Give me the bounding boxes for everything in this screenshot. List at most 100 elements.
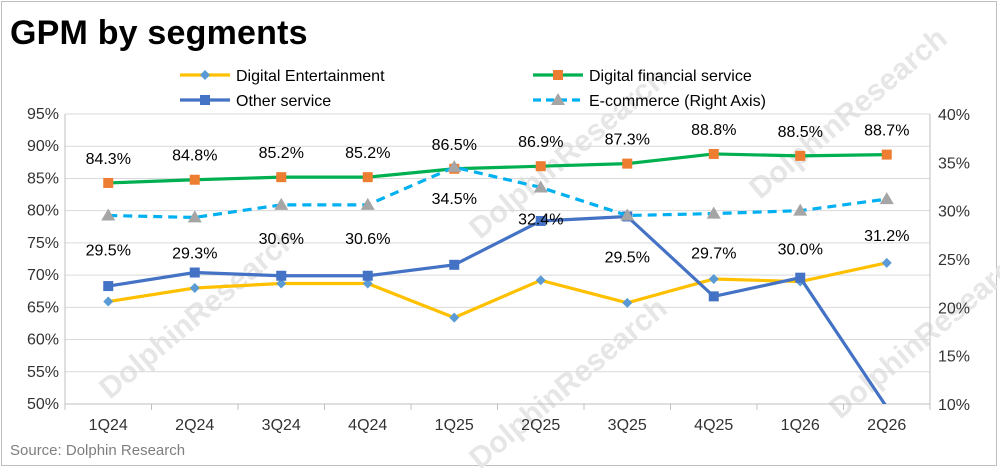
legend-label: E-commerce (Right Axis) [589,93,766,110]
data-point [535,275,546,286]
data-point [708,291,719,302]
data-label: 85.2% [259,145,304,162]
data-point [533,180,548,193]
x-tick-label: 1Q24 [89,417,128,434]
left-tick-label: 60% [27,332,59,349]
data-label: 29.5% [605,250,650,267]
data-point [360,197,375,210]
x-tick-label: 4Q25 [694,417,733,434]
legend-label: Digital Entertainment [236,68,385,85]
right-tick-label: 35% [938,155,970,172]
x-tick-label: 1Q26 [781,417,820,434]
right-tick-label: 15% [938,349,970,366]
data-point [620,208,635,221]
left-tick-label: 90% [27,138,59,155]
data-labels: 84.3% 84.8% 85.2% 85.2% 86.5% 86.9% 87.3% 88.8%… [86,122,910,267]
right-tick-label: 25% [938,252,970,269]
data-label: 30.6% [259,231,304,248]
data-point [187,210,202,223]
right-tick-label: 10% [938,397,970,414]
legend-label: Other service [236,93,331,110]
series-line [108,214,887,404]
data-point [622,297,633,308]
series-e-commerce-right-axis [101,160,894,223]
data-point [535,161,546,172]
data-label: 85.2% [345,145,390,162]
x-axis: 1Q24 2Q24 3Q24 4Q24 1Q25 2Q25 3Q25 4Q25 1Q26 2Q26 [64,403,931,434]
data-label: 84.3% [86,151,131,168]
data-label: 88.5% [778,124,823,141]
left-tick-label: 80% [27,203,59,220]
data-point [276,278,287,289]
data-point [362,172,373,183]
chart-title: GPM by segments [10,14,308,52]
series-line [108,152,887,185]
data-label: 34.5% [432,191,477,208]
legend-swatch-marker [200,95,210,105]
watermark-text: DolphinResearch [463,291,673,469]
data-point [101,208,116,221]
data-point [881,149,892,160]
left-tick-label: 50% [27,396,59,413]
right-tick-label: 20% [938,300,970,317]
data-point [879,192,894,205]
data-label: 87.3% [605,132,650,149]
x-tick-label: 3Q24 [262,417,301,434]
legend-item: Digital financial service [533,68,752,85]
watermark-text: DolphinResearch [463,61,673,245]
data-point [362,278,373,289]
left-tick-label: 70% [27,267,59,284]
data-point [447,160,462,173]
data-label: 88.8% [691,122,736,139]
series-line [108,165,887,220]
watermark-text: DolphinResearch [743,21,953,205]
right-tick-label: 40% [938,107,970,124]
data-point [103,296,114,307]
x-tick-label: 2Q25 [521,417,560,434]
series-layer [101,148,894,404]
data-label: 31.2% [864,228,909,245]
data-point [189,174,200,185]
right-tick-label: 30% [938,204,970,221]
data-point [795,272,806,283]
data-label: 88.7% [864,123,909,140]
right-axis: 10% 15% 20% 25% 30% 35% 40% [938,107,970,414]
data-point [449,259,460,270]
left-tick-label: 75% [27,235,59,252]
x-tick-label: 2Q24 [175,417,214,434]
left-tick-label: 55% [27,364,59,381]
data-label: 29.7% [691,246,736,263]
source-note: Source: Dolphin Research [10,442,186,459]
x-tick-label: 4Q24 [348,417,387,434]
data-point [622,158,633,169]
data-point [793,203,808,216]
series-digital-entertainment [103,257,892,323]
data-point [189,283,200,293]
data-point [103,281,114,292]
x-tick-label: 3Q25 [608,417,647,434]
legend-swatch-marker [200,70,210,80]
legend: Digital Entertainment Digital financial s… [180,68,766,110]
data-point [276,172,287,183]
data-point [795,150,806,161]
data-point [276,270,287,281]
data-point [189,267,200,278]
series-line [108,261,888,320]
watermark-text: DolphinResearch [823,241,1000,425]
left-tick-label: 85% [27,170,59,187]
data-point [274,197,289,210]
legend-label: Digital financial service [589,68,752,85]
data-point [708,273,719,284]
data-point [103,177,114,188]
data-label: 86.9% [518,134,563,151]
legend-item: Digital Entertainment [180,68,385,85]
data-label: 30.6% [345,231,390,248]
data-label: 29.3% [172,245,217,262]
data-point [535,215,546,226]
data-point [362,270,373,281]
data-point [706,206,721,219]
data-point [881,257,892,268]
left-tick-label: 65% [27,299,59,316]
